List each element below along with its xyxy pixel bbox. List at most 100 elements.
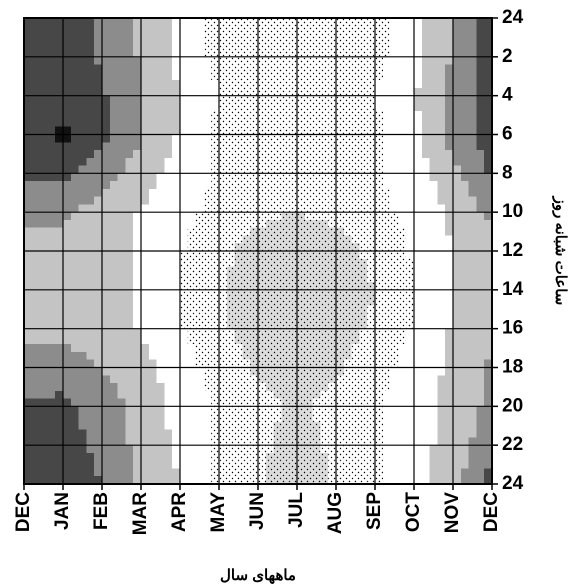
contour-dots — [343, 251, 352, 260]
contour-cell — [125, 150, 134, 159]
contour-cell — [102, 49, 111, 58]
contour-cell — [460, 336, 469, 345]
contour-cell — [78, 111, 87, 120]
contour-dots — [250, 359, 259, 368]
contour-cell — [109, 251, 118, 260]
contour-dots — [273, 204, 282, 213]
contour-cell — [382, 64, 391, 73]
contour-cell — [47, 56, 56, 65]
contour-dots — [320, 188, 329, 198]
contour-dots — [297, 274, 306, 283]
contour-dots — [234, 56, 243, 65]
contour-cell — [406, 336, 415, 345]
contour-dots — [258, 25, 267, 34]
contour-cell — [148, 111, 157, 120]
contour-cell — [382, 118, 391, 128]
contour-cell — [63, 437, 72, 446]
contour-cell — [484, 398, 493, 407]
contour-cell — [133, 406, 142, 415]
contour-dots — [219, 227, 228, 236]
contour-cell — [39, 204, 48, 213]
contour-cell — [468, 87, 477, 97]
contour-cell — [406, 18, 415, 27]
contour-dots — [320, 111, 329, 120]
contour-dots — [367, 367, 376, 376]
contour-cell — [102, 289, 111, 298]
contour-dots — [219, 336, 228, 345]
contour-dots — [203, 33, 212, 42]
contour-cell — [102, 165, 111, 174]
contour-cell — [445, 41, 454, 50]
contour-cell — [109, 142, 118, 151]
contour-cell — [63, 235, 72, 244]
contour-cell — [55, 41, 64, 50]
contour-cell — [141, 25, 150, 34]
contour-cell — [164, 95, 173, 104]
contour-cell — [164, 305, 173, 314]
contour-cell — [172, 134, 181, 143]
contour-cell — [55, 383, 64, 392]
contour-cell — [133, 266, 142, 275]
contour-dots — [211, 460, 220, 469]
contour-cell — [172, 452, 181, 462]
contour-cell — [382, 157, 391, 166]
contour-dots — [367, 103, 376, 112]
contour-cell — [172, 437, 181, 446]
contour-cell — [437, 95, 446, 104]
contour-cell — [484, 258, 493, 267]
contour-cell — [141, 251, 150, 260]
contour-dots — [281, 111, 290, 120]
contour-dots — [375, 41, 384, 50]
contour-cell — [94, 118, 103, 128]
contour-cell — [24, 95, 33, 104]
contour-dots — [304, 445, 313, 454]
contour-cell — [55, 406, 64, 415]
contour-dots — [351, 328, 360, 337]
contour-cell — [31, 289, 40, 298]
contour-dots — [273, 235, 282, 244]
contour-cell — [445, 351, 454, 361]
contour-dots — [281, 95, 290, 104]
contour-dots — [312, 336, 321, 345]
contour-dots — [281, 460, 290, 469]
contour-cell — [398, 390, 407, 399]
contour-dots — [359, 289, 368, 298]
contour-dots — [273, 289, 282, 298]
contour-cell — [398, 87, 407, 97]
contour-cell — [109, 328, 118, 337]
contour-cell — [117, 313, 126, 322]
contour-cell — [102, 196, 111, 205]
contour-cell — [63, 336, 72, 345]
contour-cell — [148, 289, 157, 298]
contour-dots — [219, 87, 228, 97]
contour-dots — [336, 305, 345, 314]
contour-dots — [234, 313, 243, 322]
contour-dots — [304, 87, 313, 97]
contour-cell — [86, 328, 95, 337]
contour-cell — [24, 204, 33, 213]
contour-cell — [437, 398, 446, 407]
contour-cell — [47, 188, 56, 198]
contour-cell — [172, 297, 181, 306]
contour-cell — [109, 118, 118, 128]
contour-cell — [195, 421, 204, 431]
contour-dots — [273, 72, 282, 81]
contour-cell — [148, 398, 157, 407]
contour-dots — [375, 18, 384, 27]
contour-cell — [63, 452, 72, 462]
contour-dots — [250, 297, 259, 306]
contour-dots — [289, 80, 298, 89]
contour-dots — [211, 235, 220, 244]
contour-dots — [343, 118, 352, 128]
contour-cell — [78, 196, 87, 205]
contour-dots — [258, 126, 267, 135]
contour-cell — [421, 49, 430, 58]
contour-dots — [211, 72, 220, 81]
contour-cell — [445, 421, 454, 431]
contour-cell — [31, 72, 40, 81]
contour-dots — [219, 359, 228, 368]
contour-cell — [187, 95, 196, 104]
contour-dots — [258, 64, 267, 73]
contour-dots — [367, 305, 376, 314]
contour-cell — [70, 196, 79, 205]
